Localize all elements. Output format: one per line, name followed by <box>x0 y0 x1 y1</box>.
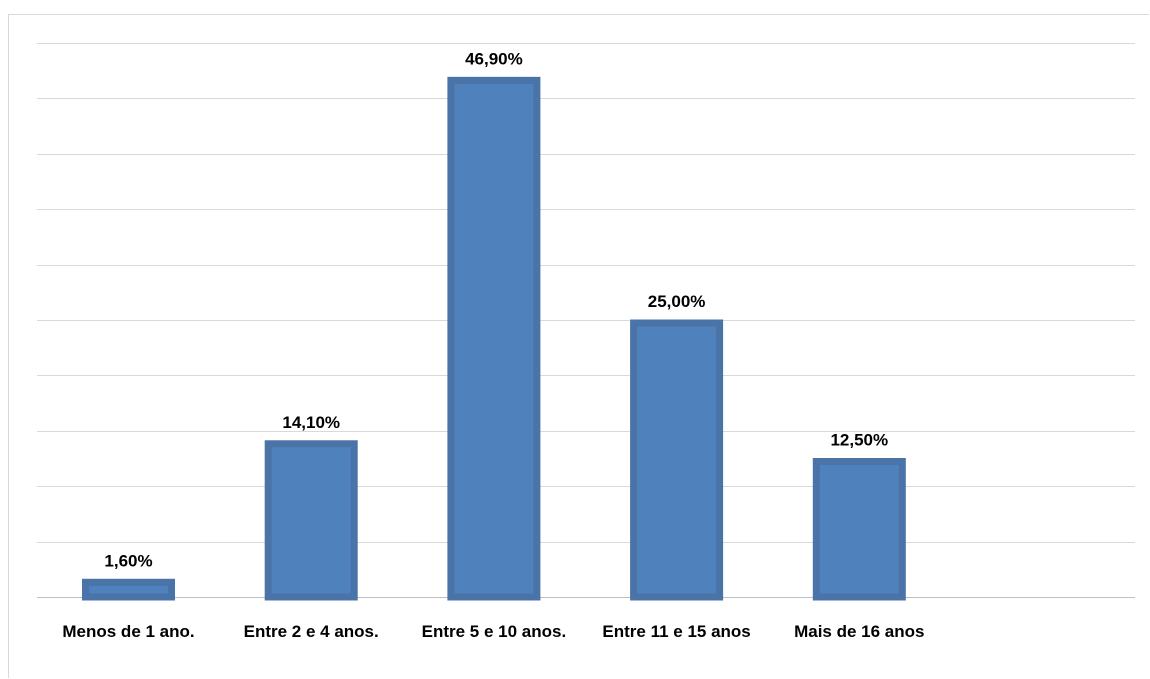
category-labels: Menos de 1 ano. Entre 2 e 4 anos. Entre 5 … <box>62 622 924 641</box>
category-label: Menos de 1 ano. <box>62 622 194 641</box>
data-label: 14,10% <box>282 413 340 432</box>
chart-frame <box>8 14 1149 678</box>
bar <box>630 319 724 601</box>
bar <box>82 578 175 601</box>
bars <box>82 76 906 601</box>
category-label: Mais de 16 anos <box>794 622 924 641</box>
category-label: Entre 11 e 15 anos <box>602 622 750 641</box>
bar <box>264 440 358 601</box>
category-label: Entre 5 e 10 anos. <box>422 622 567 641</box>
category-label: Entre 2 e 4 anos. <box>244 622 379 641</box>
data-label: 12,50% <box>830 431 888 450</box>
data-labels: 1,60% 14,10% 46,90% 25,00% 12,50% <box>104 49 888 570</box>
data-label: 25,00% <box>648 292 706 311</box>
bar <box>812 458 906 601</box>
data-label: 46,90% <box>465 49 523 68</box>
gridlines <box>37 43 1135 598</box>
data-label: 1,60% <box>104 551 152 570</box>
bar <box>447 76 541 601</box>
